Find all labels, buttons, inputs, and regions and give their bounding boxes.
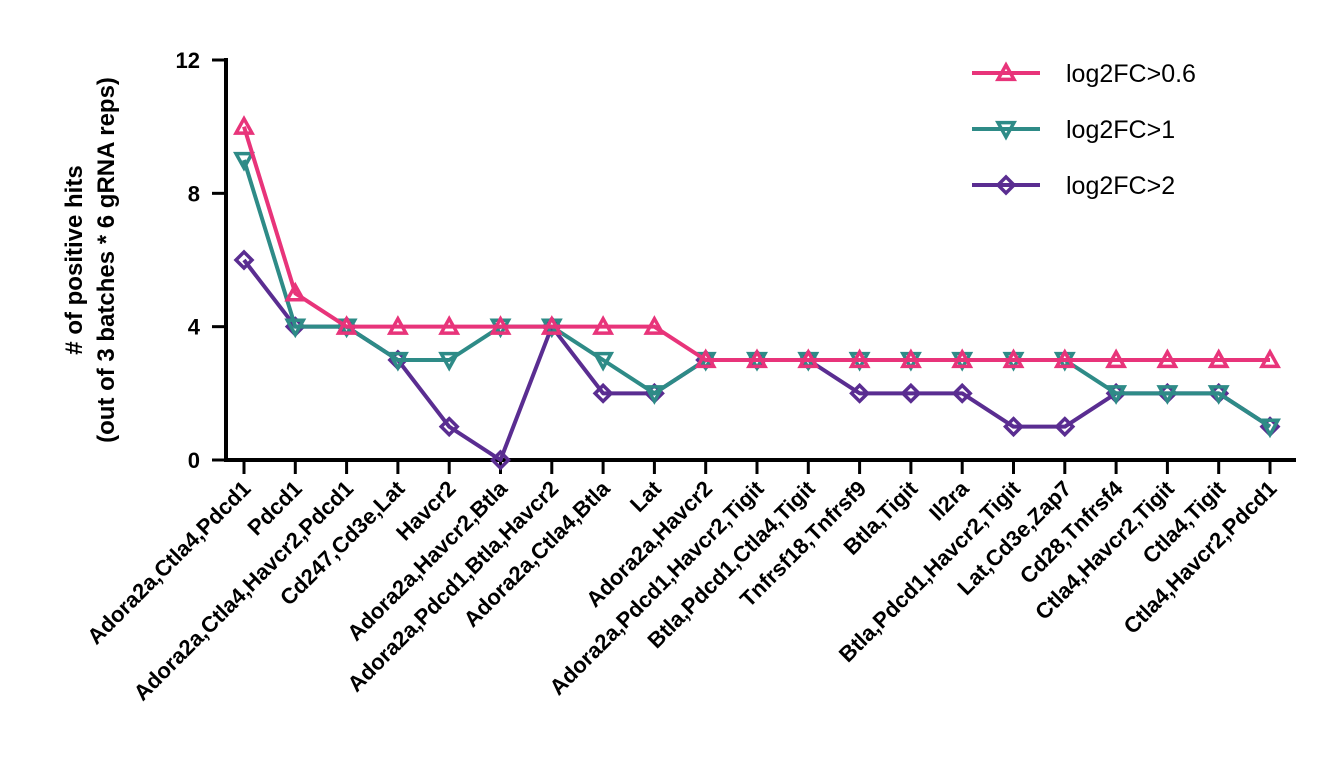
data-point-marker bbox=[592, 351, 615, 372]
data-point-marker bbox=[951, 348, 974, 369]
data-point-marker bbox=[694, 348, 717, 369]
x-tick-labels: Adora2a,Ctla4,Pdcd1Pdcd1Adora2a,Ctla4,Ha… bbox=[82, 475, 1281, 705]
y-tick-label: 8 bbox=[188, 181, 200, 206]
data-point-marker bbox=[489, 315, 512, 335]
data-point-marker bbox=[995, 61, 1017, 82]
axes: 0 4 8 12 bbox=[176, 48, 1296, 474]
legend-item: log2FC>2 bbox=[972, 172, 1175, 200]
data-point-marker bbox=[900, 382, 922, 404]
data-point-marker bbox=[386, 315, 409, 335]
series-log2FC>0.6 bbox=[233, 115, 1281, 369]
data-point-marker bbox=[1002, 348, 1025, 369]
series-line bbox=[242, 126, 1270, 362]
data-point-marker bbox=[540, 315, 563, 335]
y-axis-title-line1: # of positive hits bbox=[61, 165, 88, 354]
y-axis-title-line2: (out of 3 batches * 6 gRNA reps) bbox=[93, 77, 120, 443]
data-point-marker bbox=[233, 115, 255, 135]
legend-label: log2FC>0.6 bbox=[1066, 60, 1196, 88]
y-tick-label: 4 bbox=[188, 315, 201, 340]
legend: log2FC>0.6 log2FC>1 log2FC>2 bbox=[972, 60, 1196, 200]
data-point-marker bbox=[490, 449, 511, 471]
data-point-marker bbox=[438, 351, 461, 372]
data-point-marker bbox=[1105, 385, 1128, 405]
data-point-marker bbox=[438, 416, 460, 438]
data-point-marker bbox=[386, 351, 409, 372]
data-point-marker bbox=[849, 382, 871, 404]
data-point-marker bbox=[1156, 348, 1179, 369]
x-tick-label: Lat bbox=[625, 475, 666, 516]
y-tick-label: 0 bbox=[188, 448, 200, 473]
legend-item: log2FC>0.6 bbox=[972, 60, 1196, 88]
legend-item: log2FC>1 bbox=[972, 116, 1175, 144]
data-point-marker bbox=[284, 281, 307, 302]
data-point-marker bbox=[1259, 418, 1281, 439]
data-point-marker bbox=[995, 174, 1017, 196]
legend-label: log2FC>1 bbox=[1066, 116, 1175, 144]
data-point-marker bbox=[1207, 385, 1230, 405]
series-layer bbox=[233, 115, 1281, 471]
data-point-marker bbox=[1054, 416, 1076, 438]
data-point-marker bbox=[951, 382, 973, 404]
data-point-marker bbox=[592, 315, 615, 335]
data-point-marker bbox=[233, 151, 255, 172]
data-point-marker bbox=[233, 249, 255, 271]
data-point-marker bbox=[1207, 348, 1230, 369]
data-point-marker bbox=[284, 318, 307, 339]
data-point-marker bbox=[1156, 385, 1179, 405]
y-axis-title: # of positive hits (out of 3 batches * 6… bbox=[61, 77, 120, 443]
data-point-marker bbox=[643, 315, 666, 335]
data-point-marker bbox=[899, 348, 922, 369]
data-point-marker bbox=[797, 348, 820, 369]
data-point-marker bbox=[335, 315, 358, 335]
data-point-marker bbox=[746, 348, 768, 369]
data-point-marker bbox=[1003, 416, 1024, 438]
data-point-marker bbox=[848, 348, 871, 369]
data-point-marker bbox=[438, 315, 461, 335]
data-point-marker bbox=[1105, 348, 1128, 369]
legend-label: log2FC>2 bbox=[1066, 172, 1175, 200]
data-point-marker bbox=[1259, 348, 1281, 369]
x-tick-label: Adora2a,Ctla4,Pdcd1 bbox=[82, 476, 255, 649]
data-point-marker bbox=[592, 382, 614, 404]
y-tick-label: 12 bbox=[176, 48, 200, 73]
data-point-marker bbox=[995, 120, 1017, 141]
data-point-marker bbox=[1053, 348, 1076, 369]
data-point-marker bbox=[643, 385, 666, 405]
x-tick-label: Adora2a,Ctla4,Havcr2,Pdcd1 bbox=[129, 476, 359, 706]
